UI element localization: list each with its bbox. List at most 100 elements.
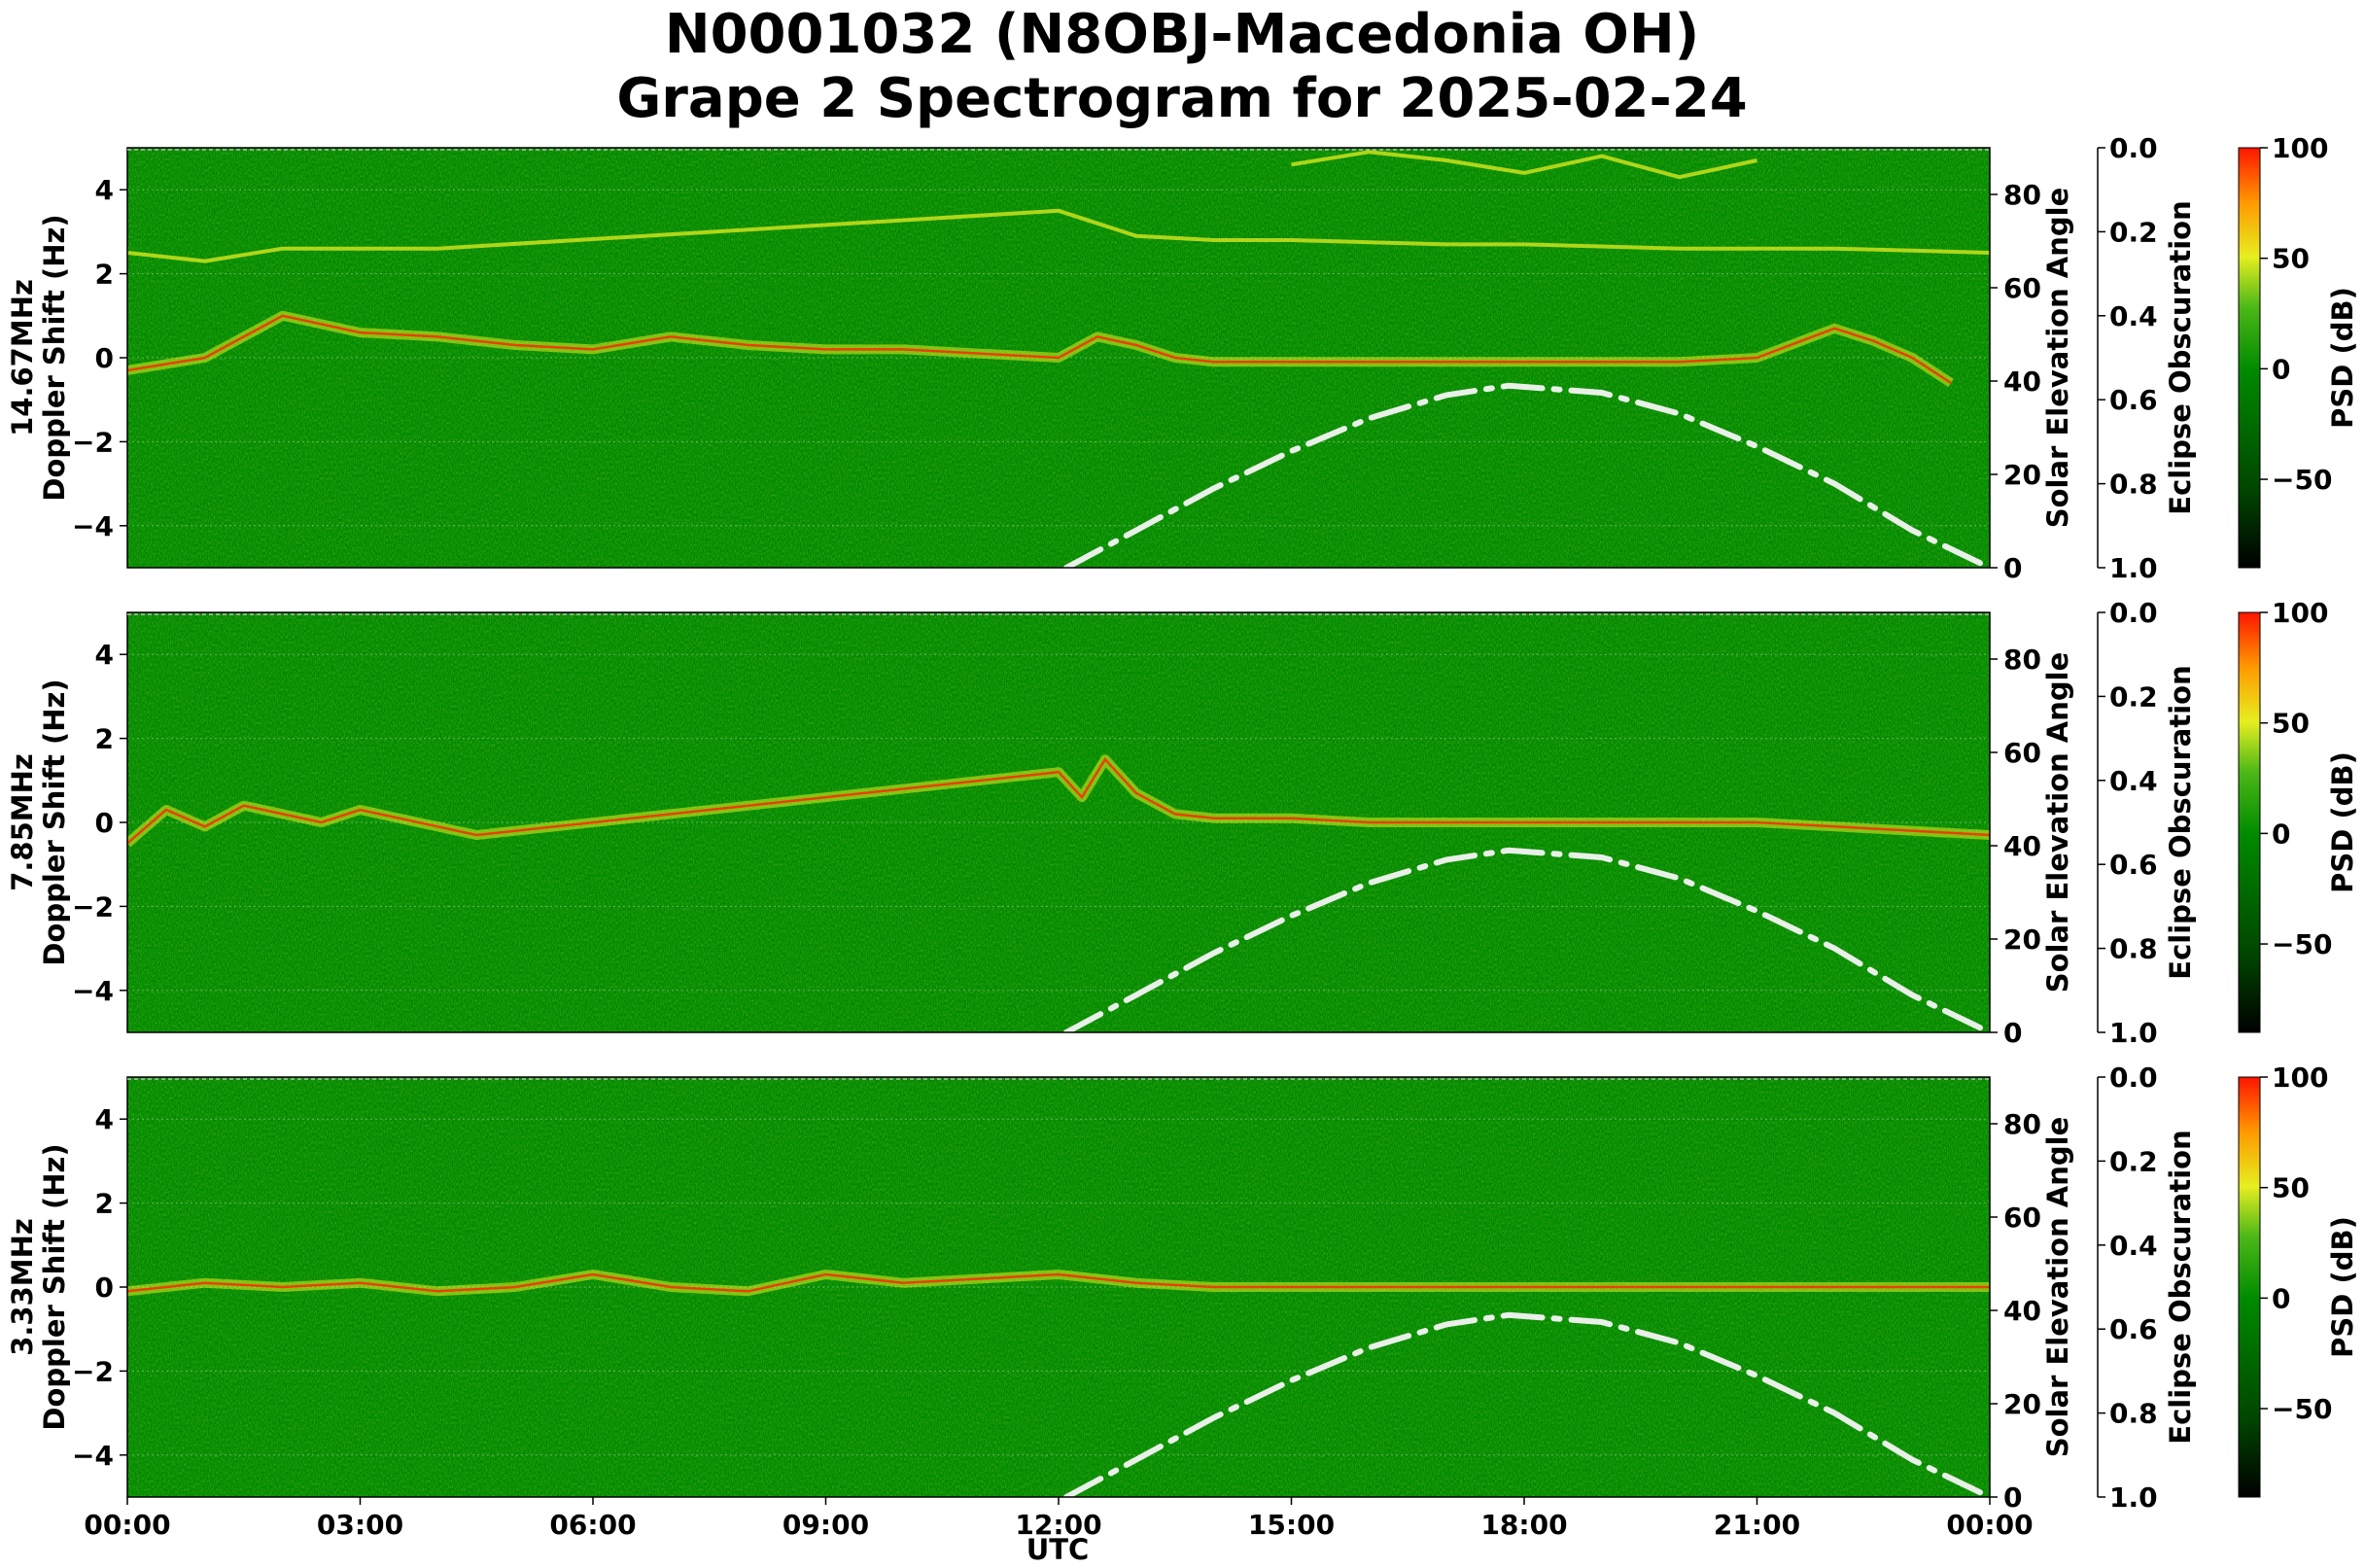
eclipse-tick-label: 1.0 [2109,1017,2158,1049]
solar-tick-label: 60 [2003,737,2041,769]
solar-tick-label: 80 [2003,1108,2041,1140]
x-tick-label: 15:00 [1248,1509,1335,1541]
eclipse-tick-label: 1.0 [2109,552,2158,584]
eclipse-tick-label: 0.2 [2109,216,2158,248]
y-tick-label: −2 [72,426,114,458]
solar-tick-label: 40 [2003,1295,2041,1327]
eclipse-tick-label: 0.0 [2109,132,2158,164]
x-tick-label: 21:00 [1714,1509,1800,1541]
plot-area [127,612,1990,1032]
solar-elevation-curve [1063,382,1990,568]
colorbar-tick-label: 50 [2272,1172,2310,1204]
y-axis-label: Doppler Shift (Hz) [38,679,71,965]
y-tick-label: −2 [72,1355,114,1387]
y-axis-label: Doppler Shift (Hz) [38,1143,71,1430]
colorbar-tick-label: −50 [2272,1393,2332,1425]
solar-tick-label: 0 [2003,1481,2022,1514]
doppler-trace-peak [127,1272,1990,1293]
colorbar-label: PSD (dB) [2326,751,2359,893]
x-tick-label: 00:00 [84,1509,170,1541]
colorbar-tick-label: 50 [2272,243,2310,275]
eclipse-obscuration-label: Eclipse Obscuration [2164,1130,2197,1444]
chart-title-line2: Grape 2 Spectrogram for 2025-02-24 [616,67,1747,130]
x-tick-label: 09:00 [783,1509,869,1541]
doppler-trace-peak [127,757,1990,845]
y-tick-label: −2 [72,890,114,923]
y-axis-frequency-label: 7.85MHz [6,753,39,891]
colorbar-tick-label: 0 [2272,353,2290,385]
colorbar-tick-label: 50 [2272,708,2310,740]
colorbar-tick-label: −50 [2272,928,2332,960]
y-tick-label: 4 [95,639,114,671]
y-tick-label: −4 [72,1440,114,1472]
doppler-trace-glow [1291,150,1757,180]
eclipse-tick-label: 0.6 [2109,849,2158,881]
eclipse-tick-label: 0.8 [2109,1398,2158,1430]
y-tick-label: 2 [95,259,114,291]
eclipse-tick-label: 0.2 [2109,1145,2158,1177]
y-axis-label: Doppler Shift (Hz) [38,214,71,501]
doppler-trace-peak [127,314,1952,384]
solar-tick-label: 80 [2003,179,2041,211]
plot-area [127,1077,1990,1497]
solar-elevation-label: Solar Elevation Angle [2041,652,2074,993]
solar-tick-label: 20 [2003,1388,2041,1420]
eclipse-obscuration-label: Eclipse Obscuration [2164,200,2197,514]
colorbar-tick-label: 0 [2272,1282,2290,1314]
eclipse-obscuration-label: Eclipse Obscuration [2164,665,2197,979]
solar-tick-label: 40 [2003,366,2041,398]
eclipse-tick-label: 0.4 [2109,1230,2158,1262]
y-tick-label: 0 [95,807,114,839]
eclipse-tick-label: 0.6 [2109,1313,2158,1345]
x-tick-label: 06:00 [549,1509,636,1541]
doppler-trace-glow [127,208,1990,263]
colorbar [2238,147,2261,569]
solar-elevation-curve [1063,1311,1990,1497]
solar-tick-label: 0 [2003,1017,2022,1049]
x-tick-label: 12:00 [1015,1509,1101,1541]
colorbar-tick-label: 100 [2272,1062,2328,1094]
panel-14.67MHz: 420−2−414.67MHz Doppler Shift (Hz)8060402… [6,132,2359,584]
y-axis-frequency-label: 3.33MHz [6,1218,39,1356]
y-tick-label: 4 [95,174,114,206]
solar-elevation-curve [1063,847,1990,1032]
x-tick-label: 00:00 [1946,1509,2033,1541]
eclipse-tick-label: 1.0 [2109,1481,2158,1514]
colorbar-tick-label: 0 [2272,818,2290,850]
y-tick-label: 2 [95,1188,114,1220]
colorbar-tick-label: 100 [2272,132,2328,164]
eclipse-tick-label: 0.8 [2109,469,2158,501]
solar-tick-label: 60 [2003,1202,2041,1234]
solar-elevation-label: Solar Elevation Angle [2041,188,2074,529]
colorbar-label: PSD (dB) [2326,287,2359,429]
solar-tick-label: 40 [2003,830,2041,862]
chart-title-line1: N0001032 (N8OBJ-Macedonia OH) [665,3,1700,66]
eclipse-tick-label: 0.8 [2109,933,2158,965]
solar-tick-label: 80 [2003,644,2041,676]
solar-elevation-label: Solar Elevation Angle [2041,1117,2074,1458]
panels: 420−2−414.67MHz Doppler Shift (Hz)8060402… [6,132,2359,1541]
eclipse-tick-label: 0.6 [2109,384,2158,416]
eclipse-tick-label: 0.0 [2109,1062,2158,1094]
eclipse-tick-label: 0.4 [2109,765,2158,797]
colorbar-label: PSD (dB) [2326,1216,2359,1358]
colorbar-tick-label: 100 [2272,597,2328,629]
panel-3.33MHz: 420−2−43.33MHz Doppler Shift (Hz)80604020… [6,1062,2359,1514]
plot-area [127,148,1990,568]
eclipse-tick-label: 0.0 [2109,597,2158,629]
colorbar [2238,1076,2261,1498]
y-tick-label: −4 [72,510,114,542]
y-tick-label: 0 [95,342,114,374]
y-tick-label: −4 [72,975,114,1007]
eclipse-tick-label: 0.2 [2109,680,2158,713]
colorbar [2238,611,2261,1033]
colorbar-tick-label: −50 [2272,464,2332,496]
y-tick-label: 4 [95,1103,114,1135]
y-tick-label: 2 [95,723,114,755]
x-axis-label: UTC [1026,1533,1090,1566]
eclipse-tick-label: 0.4 [2109,300,2158,332]
x-tick-label: 18:00 [1480,1509,1567,1541]
solar-tick-label: 0 [2003,552,2022,584]
panel-7.85MHz: 420−2−47.85MHz Doppler Shift (Hz)80604020… [6,597,2359,1049]
